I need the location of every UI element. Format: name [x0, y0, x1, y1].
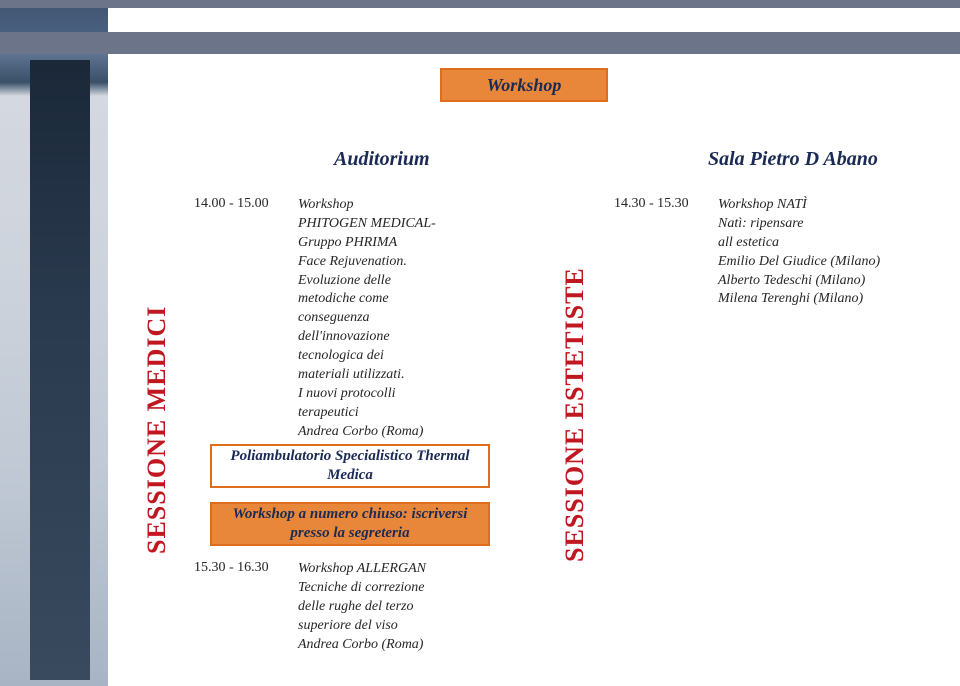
workshop-title-box: Workshop [440, 68, 608, 102]
schedule-entry: 15.30 - 16.30 Workshop ALLERGAN Tecniche… [194, 560, 534, 654]
entry-body: Workshop ALLERGAN Tecniche di correzione… [298, 560, 426, 654]
background-photo-strip [0, 0, 108, 686]
vertical-sessione-estetiste: SESSIONE ESTETISTE [560, 225, 590, 605]
entry-body: Workshop NATÌ Natì: ripensare all esteti… [718, 196, 880, 309]
entry-time: 14.00 - 15.00 [194, 196, 286, 442]
box-workshop-closed: Workshop a numero chiuso: iscriversi pre… [210, 502, 490, 546]
entry-body: Workshop PHITOGEN MEDICAL- Gruppo PHRIMA… [298, 196, 436, 442]
box-poliambulatorio: Poliambulatorio Specialistico Thermal Me… [210, 444, 490, 488]
schedule-entry: 14.30 - 15.30 Workshop NATÌ Natì: ripens… [614, 196, 954, 309]
content-area: Workshop Auditorium Sala Pietro D Abano … [108, 0, 960, 686]
entry-time: 14.30 - 15.30 [614, 196, 706, 309]
vertical-sessione-medici: SESSIONE MEDICI [142, 260, 172, 600]
header-auditorium: Auditorium [334, 148, 430, 171]
schedule-entry: 14.00 - 15.00 Workshop PHITOGEN MEDICAL-… [194, 196, 534, 442]
header-sala: Sala Pietro D Abano [708, 148, 878, 171]
arch-shadow [30, 60, 90, 680]
entry-time: 15.30 - 16.30 [194, 560, 286, 654]
